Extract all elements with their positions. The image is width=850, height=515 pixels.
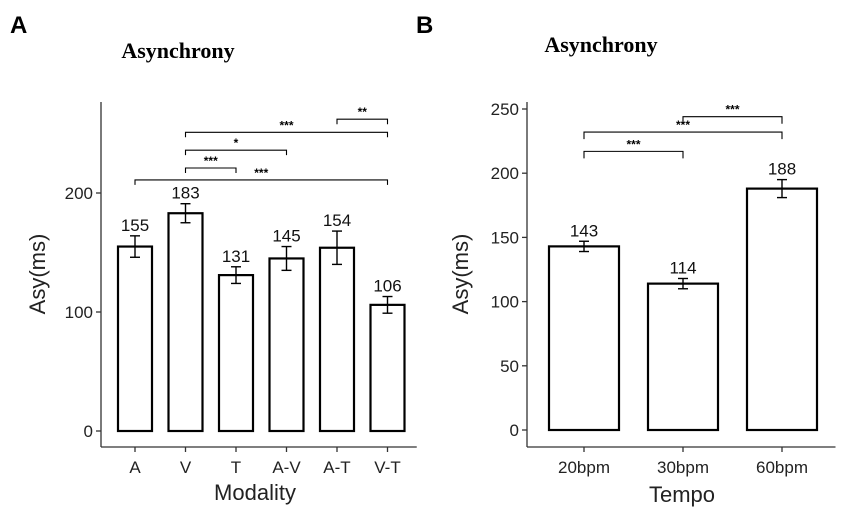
significance-label: * <box>234 136 239 150</box>
significance-bracket <box>134 179 389 185</box>
significance-label: *** <box>279 118 293 132</box>
x-tick-label-T: T <box>231 458 241 477</box>
significance-bracket <box>583 150 684 159</box>
significance-label: *** <box>254 166 268 180</box>
y-axis-title: Asy(ms) <box>448 234 473 315</box>
significance-label: *** <box>676 118 690 132</box>
x-tick-label-30bpm: 30bpm <box>657 458 709 477</box>
significance-bracket <box>184 131 389 138</box>
y-tick-label: 0 <box>510 421 519 440</box>
significance-label: ** <box>358 105 368 119</box>
x-axis-title: Modality <box>214 480 296 505</box>
bar-20bpm <box>547 245 621 432</box>
bar-T <box>217 274 255 433</box>
bar-A-T <box>318 246 356 433</box>
bar-V <box>167 212 204 433</box>
x-tick-label-60bpm: 60bpm <box>756 458 808 477</box>
y-axis-title: Asy(ms) <box>25 234 50 315</box>
significance-bracket <box>184 167 237 174</box>
significance-label: *** <box>626 137 640 151</box>
x-tick-label-A-V: A-V <box>272 458 301 477</box>
y-tick-label: 250 <box>491 100 519 119</box>
significance-bracket <box>184 149 288 156</box>
data-label-A-V: 145 <box>272 227 300 246</box>
bar-60bpm <box>745 187 819 432</box>
y-tick-label: 200 <box>65 184 93 203</box>
x-axis-title: Tempo <box>649 482 715 507</box>
y-tick-label: 0 <box>84 422 93 441</box>
x-tick-label-A-T: A-T <box>323 458 350 477</box>
significance-bracket <box>336 118 389 125</box>
data-label-T: 131 <box>222 247 250 266</box>
y-tick-label: 100 <box>491 293 519 312</box>
y-tick-label: 100 <box>65 303 93 322</box>
chart-title: Asynchrony <box>121 38 234 63</box>
panel-b-letter: B <box>416 12 433 39</box>
x-tick-label-V-T: V-T <box>374 458 400 477</box>
bar-A <box>116 245 154 433</box>
data-label-30bpm: 114 <box>669 258 696 277</box>
x-tick-label-V: V <box>180 458 192 477</box>
significance-label: *** <box>204 154 218 168</box>
x-tick-label-A: A <box>129 458 141 477</box>
significance-bracket <box>583 131 783 140</box>
panel-a-chart: Asynchrony 0 100 200 155 A 183 V 131 T 145 A-V 154 A-… <box>25 38 417 505</box>
panel-a-letter: A <box>10 12 27 39</box>
bar-30bpm <box>646 282 720 432</box>
bar-A-V <box>268 257 305 433</box>
y-tick-label: 150 <box>491 228 519 247</box>
data-label-A: 155 <box>121 216 149 235</box>
data-label-20bpm: 143 <box>570 221 598 240</box>
data-label-V-T: 106 <box>373 277 401 296</box>
data-label-60bpm: 188 <box>768 160 796 179</box>
panel-b-chart: Asynchrony 0 50 100 150 200 250 143 20bpm 114 30bp… <box>448 32 836 507</box>
y-tick-label: 200 <box>491 164 519 183</box>
bar-V-T <box>369 303 406 433</box>
x-tick-label-20bpm: 20bpm <box>558 458 610 477</box>
data-label-V: 183 <box>171 184 199 203</box>
significance-bracket <box>682 116 783 124</box>
chart-title: Asynchrony <box>544 32 657 57</box>
y-tick-label: 50 <box>500 357 519 376</box>
significance-label: *** <box>725 103 739 117</box>
data-label-A-T: 154 <box>323 211 351 230</box>
